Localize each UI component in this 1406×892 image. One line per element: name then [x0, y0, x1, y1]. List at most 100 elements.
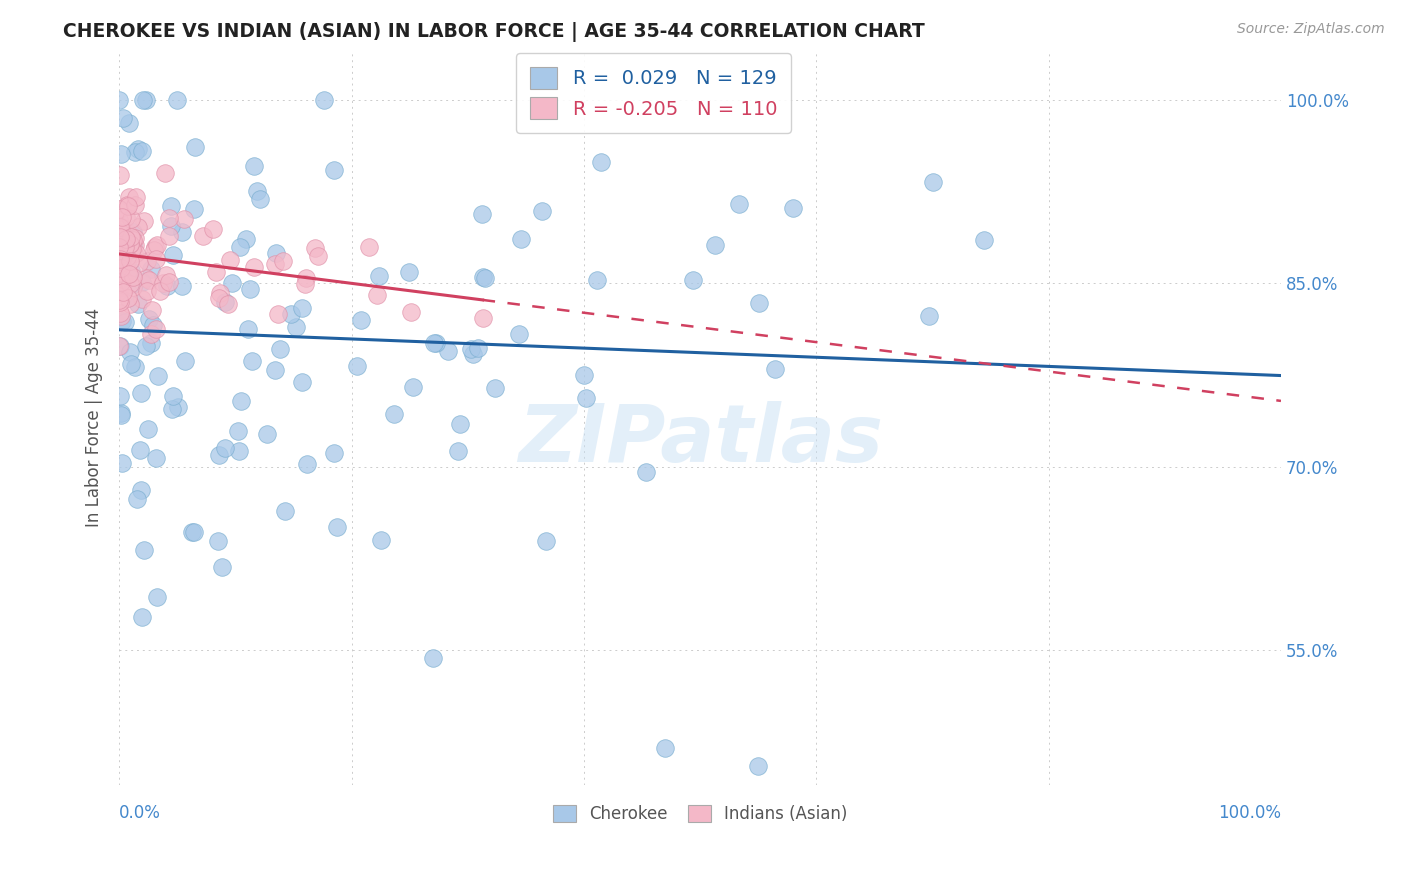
Point: [142, 318, 165, 332]
Point: [229, 240, 252, 254]
Point: [145, 239, 167, 253]
Point: [973, 233, 995, 247]
Point: [634, 465, 657, 479]
Point: [398, 264, 420, 278]
Point: [534, 534, 557, 549]
Point: [108, 306, 131, 320]
Point: [127, 296, 149, 310]
Point: [108, 220, 131, 235]
Legend: Cherokee, Indians (Asian): Cherokee, Indians (Asian): [544, 797, 856, 831]
Point: [110, 408, 132, 422]
Point: [228, 443, 250, 458]
Point: [425, 335, 447, 350]
Point: [326, 519, 349, 533]
Point: [474, 271, 496, 285]
Point: [108, 339, 131, 353]
Point: [654, 741, 676, 756]
Point: [162, 389, 184, 403]
Point: [108, 168, 131, 182]
Point: [285, 319, 308, 334]
Point: [112, 285, 135, 300]
Point: [120, 237, 142, 252]
Point: [221, 276, 243, 290]
Point: [235, 232, 257, 246]
Point: [183, 140, 205, 154]
Point: [242, 260, 264, 274]
Point: [322, 446, 344, 460]
Point: [704, 238, 727, 252]
Point: [304, 241, 326, 255]
Point: [115, 210, 138, 224]
Point: [111, 259, 134, 273]
Point: [249, 193, 271, 207]
Point: [209, 286, 232, 301]
Point: [117, 252, 139, 266]
Point: [111, 314, 134, 328]
Point: [763, 361, 786, 376]
Point: [111, 241, 134, 255]
Point: [586, 272, 609, 286]
Point: [214, 441, 236, 455]
Point: [120, 277, 142, 291]
Point: [138, 273, 160, 287]
Point: [295, 271, 318, 285]
Point: [180, 524, 202, 539]
Point: [127, 219, 149, 234]
Point: [782, 201, 804, 215]
Point: [264, 257, 287, 271]
Point: [108, 265, 131, 279]
Point: [463, 347, 485, 361]
Point: [122, 277, 145, 292]
Point: [108, 293, 131, 307]
Point: [748, 296, 770, 310]
Point: [273, 253, 295, 268]
Point: [129, 442, 152, 457]
Point: [108, 267, 131, 281]
Point: [166, 93, 188, 107]
Point: [145, 252, 167, 266]
Point: [136, 254, 159, 268]
Point: [129, 483, 152, 498]
Point: [297, 457, 319, 471]
Point: [135, 93, 157, 107]
Point: [128, 256, 150, 270]
Point: [346, 359, 368, 373]
Point: [294, 277, 316, 292]
Y-axis label: In Labor Force | Age 35-44: In Labor Force | Age 35-44: [86, 308, 103, 527]
Point: [124, 145, 146, 160]
Point: [208, 448, 231, 462]
Point: [110, 295, 132, 310]
Point: [471, 311, 494, 326]
Point: [120, 241, 142, 255]
Point: [146, 369, 169, 384]
Point: [114, 235, 136, 250]
Point: [114, 315, 136, 329]
Point: [242, 354, 264, 368]
Point: [120, 264, 142, 278]
Point: [118, 267, 141, 281]
Text: 100.0%: 100.0%: [1218, 804, 1281, 822]
Point: [134, 542, 156, 557]
Point: [183, 202, 205, 217]
Point: [308, 248, 330, 262]
Point: [111, 211, 134, 225]
Point: [111, 456, 134, 470]
Text: 0.0%: 0.0%: [120, 804, 162, 822]
Point: [145, 450, 167, 465]
Point: [108, 254, 131, 268]
Point: [146, 237, 169, 252]
Point: [124, 360, 146, 375]
Point: [127, 142, 149, 156]
Point: [125, 492, 148, 507]
Point: [117, 199, 139, 213]
Text: CHEROKEE VS INDIAN (ASIAN) IN LABOR FORCE | AGE 35-44 CORRELATION CHART: CHEROKEE VS INDIAN (ASIAN) IN LABOR FORC…: [63, 22, 925, 42]
Point: [108, 267, 131, 281]
Point: [110, 146, 132, 161]
Point: [136, 284, 159, 298]
Point: [121, 225, 143, 239]
Point: [108, 230, 131, 244]
Point: [153, 166, 176, 180]
Point: [108, 339, 131, 353]
Point: [122, 246, 145, 260]
Point: [208, 291, 231, 305]
